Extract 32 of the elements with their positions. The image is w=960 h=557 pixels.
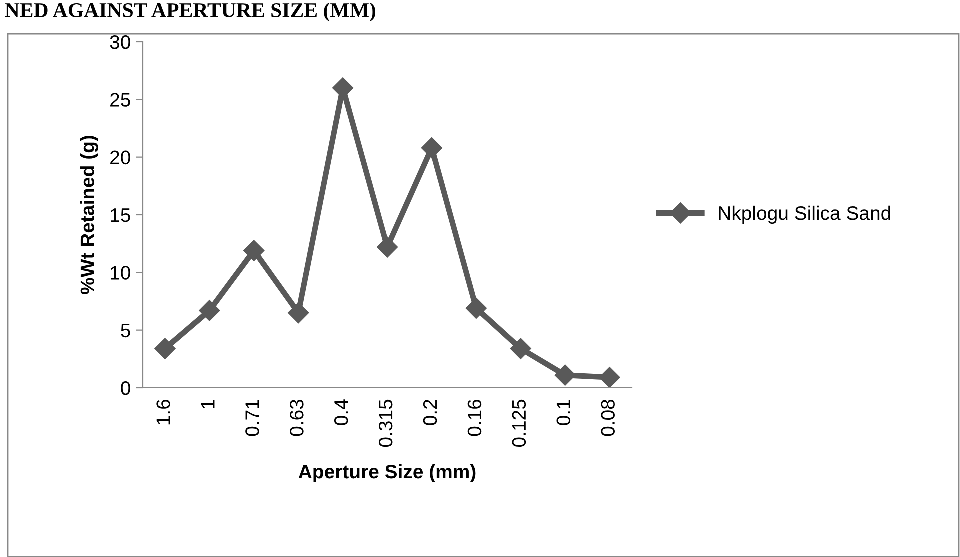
x-tick-label: 0.315 — [378, 400, 393, 448]
x-axis-title: Aperture Size (mm) — [298, 464, 476, 483]
y-tick-label: 10 — [111, 266, 130, 280]
point — [244, 240, 265, 262]
chart-title: NED AGAINST APERTURE SIZE (MM) — [5, 2, 376, 22]
x-tick-label: 0.1 — [556, 400, 571, 426]
x-tick-label: 1 — [201, 400, 215, 408]
x-tick-label: 0.71 — [246, 400, 260, 436]
y-tick-label: 15 — [111, 208, 130, 222]
point — [288, 302, 310, 324]
legend-label: Nkplogu Silica Sand — [719, 206, 890, 224]
y-tick-label: 25 — [110, 93, 130, 107]
y-axis-title: %Wt Retained (g) — [80, 136, 98, 294]
point — [466, 298, 487, 319]
y-tick-label: 5 — [121, 324, 130, 338]
x-tick-label: 0.2 — [423, 400, 438, 426]
x-tick-label: 0.08 — [601, 400, 615, 436]
x-tick-label: 0.63 — [290, 400, 304, 436]
y-tick-label: 0 — [121, 381, 130, 396]
point — [599, 367, 620, 388]
y-tick-label: 30 — [110, 35, 130, 50]
x-tick-label: 1.6 — [156, 400, 170, 425]
point — [154, 338, 176, 360]
point — [199, 300, 220, 322]
x-tick-label: 0.125 — [512, 400, 526, 448]
x-tick-label: 0.16 — [468, 400, 482, 436]
point — [376, 236, 398, 258]
point — [421, 138, 442, 159]
x-tick-label: 0.4 — [334, 400, 348, 426]
y-tick-label: 20 — [110, 150, 130, 165]
point — [510, 338, 532, 360]
point — [554, 364, 576, 386]
